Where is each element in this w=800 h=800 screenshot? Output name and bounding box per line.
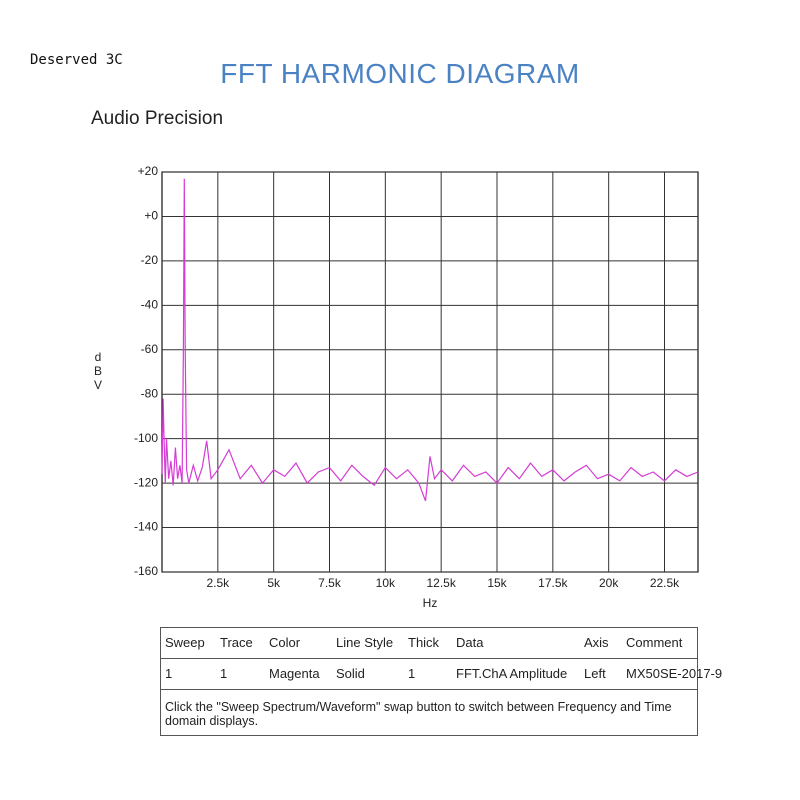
chart: Hz +20 +0 -20 -40 -60 -80 -100 -120 -140 -160 2.5k… [134,164,699,610]
table-cell: 1 [408,666,416,681]
x-tick-label: 12.5k [426,576,456,590]
y-tick-label: -100 [134,431,158,445]
y-tick-label: +20 [138,164,159,178]
table-cell: FFT.ChA Amplitude [456,666,568,681]
chart-title: FFT HARMONIC DIAGRAM [220,58,580,89]
header-cell: Data [456,635,484,650]
header-cell: Color [269,635,301,650]
x-tick-label: 20k [599,576,619,590]
watermark: Deserved 3C [30,52,123,68]
table-cell: 1 [220,666,228,681]
table-cell: MX50SE-2017-9 [626,666,723,681]
y-tick-label: -160 [134,564,158,578]
x-tick-label: 10k [376,576,396,590]
x-tick-label: 5k [267,576,281,590]
y-tick-label: -120 [134,475,158,489]
y-tick-label: +0 [144,209,158,223]
y-tick-label: -20 [141,253,159,267]
plot-area [161,171,699,573]
x-tick-label: 2.5k [206,576,230,590]
y-axis-label: dBV [93,350,102,392]
y-tick-label: -40 [141,298,159,312]
x-tick-label: 7.5k [318,576,342,590]
header-cell: Sweep [165,635,205,650]
y-tick-label: -80 [141,386,159,400]
table-header: Sweep Trace Color Line Style Thick Data Axis Co… [161,628,697,659]
table-cell: 1 [165,666,173,681]
trace [161,178,699,502]
y-tick-label: -60 [141,342,159,356]
legend-table: Sweep Trace Color Line Style Thick Data Axis Co… [160,627,722,736]
header-cell: Line Style [336,635,394,650]
x-tick-label: 17.5k [538,576,568,590]
header-cell: Thick [408,635,440,650]
x-tick-label: 15k [487,576,507,590]
table-row: 1 1 Magenta Solid 1 FFT.ChA Amplitude Left MX50… [161,659,722,690]
table-cell: Magenta [269,666,320,681]
table-note: Click the "Sweep Spectrum/Waveform" swap… [165,700,672,728]
y-tick-label: -140 [134,520,158,534]
header-cell: Comment [626,635,683,650]
table-cell: Left [584,666,606,681]
header-cell: Axis [584,635,609,650]
x-axis-label: Hz [423,596,438,610]
header-cell: Trace [220,635,253,650]
table-cell: Solid [336,666,365,681]
x-tick-label: 22.5k [650,576,680,590]
chart-subtitle: Audio Precision [91,108,224,129]
